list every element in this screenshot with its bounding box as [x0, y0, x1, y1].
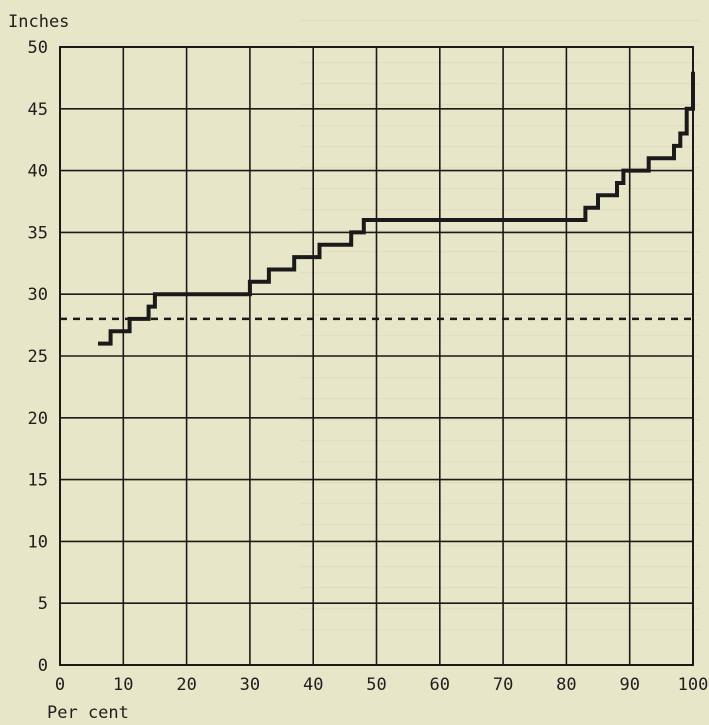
- show-through-line: [300, 167, 700, 169]
- show-through-line: [300, 377, 700, 379]
- y-tick-label: 0: [38, 656, 48, 676]
- show-through-line: [300, 104, 700, 106]
- x-tick-label: 80: [556, 675, 576, 695]
- x-tick-label: 100: [678, 675, 709, 695]
- show-through-line: [300, 440, 700, 442]
- x-tick-label: 0: [55, 675, 65, 695]
- show-through-line: [300, 125, 700, 127]
- y-tick-label: 35: [28, 223, 48, 243]
- show-through-line: [300, 587, 700, 589]
- show-through-line: [300, 629, 700, 631]
- x-tick-label: 30: [240, 675, 260, 695]
- background-print-texture: [300, 20, 700, 631]
- show-through-line: [300, 566, 700, 568]
- show-through-line: [300, 62, 700, 64]
- x-tick-label: 70: [493, 675, 513, 695]
- y-tick-label: 15: [28, 471, 48, 491]
- show-through-line: [300, 503, 700, 505]
- show-through-line: [300, 272, 700, 274]
- show-through-line: [300, 209, 700, 211]
- grid: [59, 46, 694, 666]
- y-tick-label: 20: [28, 409, 48, 429]
- y-tick-label: 25: [28, 347, 48, 367]
- x-tick-label: 20: [176, 675, 196, 695]
- y-tick-label: 30: [28, 285, 48, 305]
- show-through-line: [300, 146, 700, 148]
- x-axis-label: Per cent: [47, 703, 129, 723]
- show-through-line: [300, 419, 700, 421]
- show-through-line: [300, 608, 700, 610]
- step-series-line: [98, 71, 695, 346]
- y-tick-label: 50: [28, 38, 48, 58]
- show-through-line: [300, 545, 700, 547]
- show-through-line: [300, 335, 700, 337]
- show-through-line: [300, 41, 700, 43]
- show-through-line: [300, 314, 700, 316]
- x-tick-label: 40: [303, 675, 323, 695]
- show-through-line: [300, 398, 700, 400]
- show-through-line: [300, 188, 700, 190]
- tick-labels: 0 10 20 30 40 50 60 70 80 90 100 0 5 10 15 20 25 30 35 40 45…: [28, 38, 709, 695]
- y-axis-label: Inches: [8, 12, 69, 32]
- y-tick-label: 10: [28, 532, 48, 552]
- show-through-line: [300, 20, 700, 22]
- show-through-line: [300, 524, 700, 526]
- x-tick-label: 90: [619, 675, 639, 695]
- show-through-line: [300, 482, 700, 484]
- show-through-line: [300, 251, 700, 253]
- x-tick-label: 50: [366, 675, 386, 695]
- y-tick-label: 40: [28, 162, 48, 182]
- x-tick-label: 60: [430, 675, 450, 695]
- x-tick-label: 10: [113, 675, 133, 695]
- show-through-line: [300, 461, 700, 463]
- show-through-line: [300, 230, 700, 232]
- series-layer: [98, 71, 695, 346]
- show-through-line: [300, 83, 700, 85]
- y-tick-label: 45: [28, 100, 48, 120]
- y-tick-label: 5: [38, 594, 48, 614]
